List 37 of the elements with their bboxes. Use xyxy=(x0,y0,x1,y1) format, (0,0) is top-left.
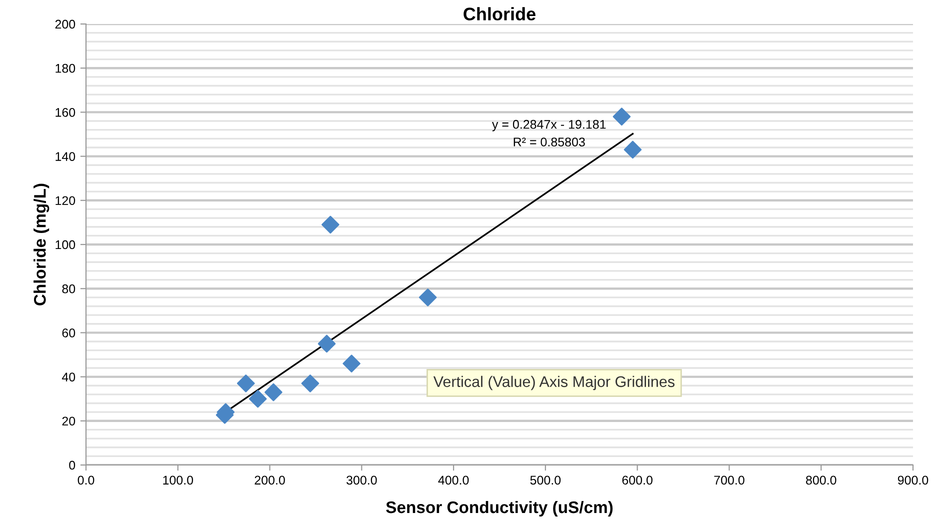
annotation: R² = 0.85803 xyxy=(514,138,585,146)
chart-title: Chloride xyxy=(464,7,536,20)
point xyxy=(318,334,336,353)
point xyxy=(248,390,267,408)
x-tick-label: 500.0 xyxy=(530,476,561,485)
x-tick-label: 200.0 xyxy=(254,476,285,485)
x-tick-label: 400.0 xyxy=(438,476,469,485)
x-tick-label: 900.0 xyxy=(898,476,928,485)
x-tick-label: 800.0 xyxy=(806,476,836,485)
y-tick-label: 60 xyxy=(62,328,76,338)
point xyxy=(301,374,320,392)
point xyxy=(612,108,631,126)
y-tick-label: 80 xyxy=(62,284,76,294)
x-tick-label: 100.0 xyxy=(163,476,194,485)
annotation: y = 0.2847x - 19.181 xyxy=(492,120,606,132)
y-tick-label: 0 xyxy=(69,460,76,470)
y-tick-label: 20 xyxy=(62,416,76,426)
y-tick-label: 200 xyxy=(55,20,76,29)
y-axis-title: Chloride (mg/L) xyxy=(34,184,50,306)
y-tick-label: 40 xyxy=(62,372,76,382)
y-tick-label: 120 xyxy=(56,196,76,206)
x-tick-label: 700.0 xyxy=(714,476,744,485)
point xyxy=(418,288,437,306)
y-tick-label: 100 xyxy=(56,240,76,250)
point xyxy=(342,354,360,372)
point xyxy=(624,140,642,159)
point xyxy=(264,383,282,402)
x-axis-title: Sensor Conductivity (uS/cm) xyxy=(386,500,613,516)
point xyxy=(236,374,255,392)
annotation: Vertical (Value) Axis Major Gridlines xyxy=(433,376,674,390)
point xyxy=(322,216,340,234)
x-tick-label: 300.0 xyxy=(346,476,377,485)
y-tick-label: 140 xyxy=(56,152,76,161)
y-tick-label: 160 xyxy=(56,108,76,117)
y-tick-label: 180 xyxy=(56,64,76,73)
x-tick-label: 0.0 xyxy=(78,476,94,485)
x-tick-label: 600.0 xyxy=(622,476,652,485)
